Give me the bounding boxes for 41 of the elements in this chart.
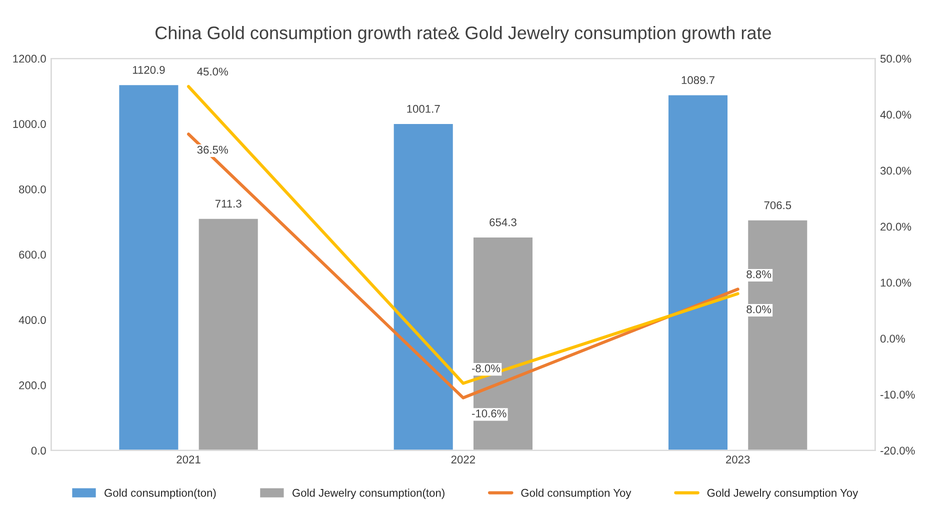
legend-label: Gold consumption Yoy — [521, 488, 632, 499]
data-label: -10.6% — [472, 410, 506, 418]
data-label: 711.3 — [215, 200, 242, 208]
data-label: -8.0% — [472, 364, 500, 372]
y2-tick-label: 20.0% — [880, 222, 912, 231]
data-label: 654.3 — [490, 218, 516, 226]
y-tick-label: 1000.0 — [13, 120, 46, 128]
data-label: 1001.7 — [407, 104, 440, 113]
y-tick-label: 0.0 — [31, 446, 46, 455]
legend-label: Gold consumption(ton) — [104, 488, 216, 499]
data-label: 8.8% — [746, 270, 772, 278]
y-tick-label: 600.0 — [19, 250, 46, 259]
y-tick-label: 400.0 — [18, 316, 46, 324]
data-label: 706.5 — [764, 201, 792, 210]
y-tick-label: 200.0 — [19, 381, 46, 390]
y2-tick-label: 0.0% — [880, 334, 905, 343]
y2-tick-label: 10.0% — [880, 278, 912, 287]
y2-tick-label: 40.0% — [880, 110, 912, 119]
bar — [197, 217, 260, 450]
y2-tick-label: -10.0% — [880, 390, 915, 399]
y2-tick-label: -20.0% — [880, 446, 915, 455]
x-tick-label: 2023 — [726, 456, 750, 464]
y2-tick-label: 30.0% — [880, 166, 912, 175]
x-tick-label: 2021 — [176, 456, 200, 464]
y-tick-label: 1200.0 — [13, 54, 46, 63]
data-label: 1089.7 — [682, 76, 714, 84]
legend-label: Gold Jewelry consumption(ton) — [292, 488, 444, 499]
y2-tick-label: 50.0% — [880, 54, 912, 63]
chart-title: China Gold consumption growth rate& Gold Jewelry consumption growth rate — [156, 26, 771, 43]
bar — [118, 84, 180, 450]
data-label: 1120.9 — [132, 66, 165, 74]
data-label: 36.5% — [197, 146, 228, 154]
bar — [392, 122, 454, 450]
bar — [472, 236, 534, 450]
x-tick-label: 2022 — [451, 456, 475, 464]
bar — [667, 94, 729, 450]
bar — [746, 219, 809, 450]
legend-label: Gold Jewelry consumption Yoy — [707, 488, 858, 499]
data-label: 8.0% — [746, 305, 772, 314]
data-label: 45.0% — [197, 68, 228, 76]
y-tick-label: 800.0 — [19, 185, 46, 194]
